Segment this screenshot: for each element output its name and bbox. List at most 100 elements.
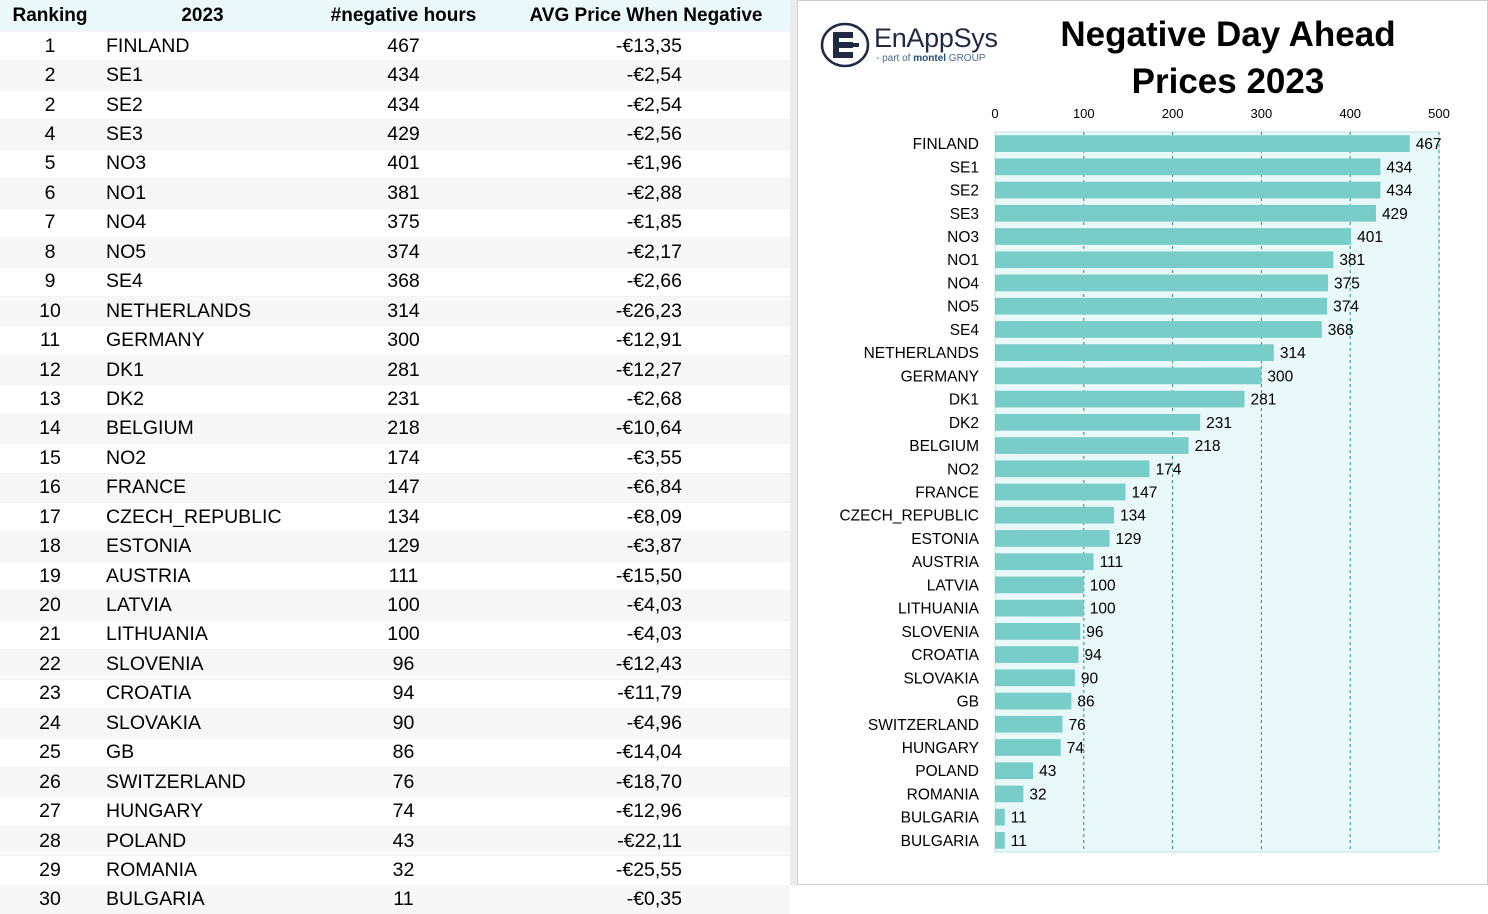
- category-label: LITHUANIA: [898, 601, 980, 618]
- cell-ranking: 29: [0, 856, 100, 885]
- cell-hours: 314: [305, 296, 502, 325]
- cell-hours: 94: [305, 679, 502, 708]
- category-label: SE2: [950, 183, 979, 200]
- category-label: HUNGARY: [902, 740, 979, 757]
- cell-ranking: 27: [0, 797, 100, 826]
- category-label: FINLAND: [913, 136, 979, 153]
- category-label: DK1: [949, 392, 979, 409]
- cell-ranking: 17: [0, 503, 100, 532]
- cell-price: -€2,17: [502, 238, 790, 267]
- cell-ranking: 9: [0, 267, 100, 296]
- cell-price: -€6,84: [502, 473, 790, 502]
- cell-zone: SWITZERLAND: [100, 767, 305, 796]
- category-label: NO5: [947, 299, 979, 316]
- cell-ranking: 26: [0, 767, 100, 796]
- cell-price: -€18,70: [502, 767, 790, 796]
- cell-ranking: 5: [0, 149, 100, 178]
- cell-hours: 434: [305, 61, 502, 90]
- value-label: 374: [1333, 299, 1359, 316]
- panel-divider: [790, 0, 797, 885]
- category-label: SWITZERLAND: [868, 717, 979, 734]
- value-label: 96: [1086, 624, 1103, 641]
- x-tick-label: 100: [1073, 106, 1095, 121]
- bar: [995, 484, 1126, 501]
- cell-zone: FINLAND: [100, 32, 305, 61]
- cell-hours: 147: [305, 473, 502, 502]
- bar: [995, 693, 1071, 710]
- cell-price: -€2,54: [502, 90, 790, 119]
- cell-hours: 281: [305, 355, 502, 384]
- category-label: CZECH_REPUBLIC: [839, 508, 979, 525]
- bar: [995, 321, 1322, 338]
- cell-ranking: 2: [0, 61, 100, 90]
- category-label: FRANCE: [915, 485, 979, 502]
- x-tick-label: 300: [1251, 106, 1273, 121]
- cell-zone: SE4: [100, 267, 305, 296]
- category-label: ESTONIA: [911, 531, 979, 548]
- cell-price: -€12,91: [502, 326, 790, 355]
- category-label: NO2: [947, 461, 979, 478]
- cell-hours: 429: [305, 120, 502, 149]
- value-label: 434: [1386, 159, 1412, 176]
- category-label: GB: [957, 694, 979, 711]
- cell-hours: 11: [305, 885, 502, 914]
- cell-hours: 174: [305, 444, 502, 473]
- cell-ranking: 22: [0, 650, 100, 679]
- cell-zone: CROATIA: [100, 679, 305, 708]
- cell-hours: 43: [305, 826, 502, 855]
- cell-price: -€15,50: [502, 561, 790, 590]
- bar: [995, 344, 1274, 361]
- cell-price: -€3,55: [502, 444, 790, 473]
- value-label: 74: [1067, 740, 1085, 757]
- value-label: 43: [1039, 763, 1056, 780]
- cell-ranking: 1: [0, 32, 100, 61]
- x-tick-label: 500: [1428, 106, 1450, 121]
- cell-ranking: 14: [0, 414, 100, 443]
- cell-hours: 74: [305, 797, 502, 826]
- bar: [995, 762, 1033, 779]
- cell-price: -€12,27: [502, 355, 790, 384]
- value-label: 314: [1280, 345, 1306, 362]
- cell-price: -€25,55: [502, 856, 790, 885]
- value-label: 134: [1120, 508, 1146, 525]
- cell-price: -€4,03: [502, 591, 790, 620]
- cell-zone: GERMANY: [100, 326, 305, 355]
- value-label: 401: [1357, 229, 1383, 246]
- category-label: NO4: [947, 275, 979, 292]
- cell-price: -€2,54: [502, 61, 790, 90]
- cell-hours: 231: [305, 385, 502, 414]
- cell-price: -€12,43: [502, 650, 790, 679]
- cell-hours: 368: [305, 267, 502, 296]
- category-label: BULGARIA: [901, 810, 980, 827]
- cell-hours: 375: [305, 208, 502, 237]
- cell-zone: DK2: [100, 385, 305, 414]
- bar: [995, 275, 1328, 292]
- bar: [995, 553, 1094, 570]
- cell-price: -€22,11: [502, 826, 790, 855]
- cell-hours: 374: [305, 238, 502, 267]
- cell-ranking: 8: [0, 238, 100, 267]
- value-label: 467: [1416, 136, 1442, 153]
- value-label: 174: [1156, 461, 1182, 478]
- cell-hours: 134: [305, 503, 502, 532]
- cell-price: -€4,96: [502, 709, 790, 738]
- cell-price: -€10,64: [502, 414, 790, 443]
- cell-ranking: 10: [0, 296, 100, 325]
- cell-price: -€2,56: [502, 120, 790, 149]
- cell-price: -€11,79: [502, 679, 790, 708]
- header-avg-price: AVG Price When Negative: [502, 0, 790, 32]
- value-label: 90: [1081, 670, 1099, 687]
- cell-price: -€1,96: [502, 149, 790, 178]
- cell-ranking: 24: [0, 709, 100, 738]
